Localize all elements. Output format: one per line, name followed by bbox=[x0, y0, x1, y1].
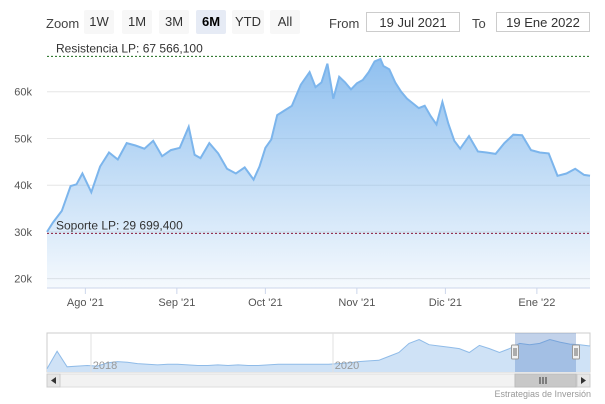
y-tick-label: 60k bbox=[14, 87, 32, 99]
zoom-all-button[interactable]: All bbox=[270, 10, 300, 34]
from-label: From bbox=[329, 16, 360, 31]
x-tick-label: Dic '21 bbox=[429, 297, 462, 309]
price-line bbox=[46, 57, 591, 233]
price-area bbox=[47, 59, 590, 288]
zoom-ytd-button[interactable]: YTD bbox=[232, 10, 264, 34]
navigator-handle bbox=[511, 344, 519, 360]
navigator-year-label: 2018 bbox=[93, 360, 117, 372]
support-label: Soporte LP: 29 699,400 bbox=[56, 218, 183, 232]
arrow-right-icon bbox=[581, 377, 586, 384]
y-axis: 20k 30k 40k 50k 60k bbox=[14, 87, 32, 286]
y-tick-label: 20k bbox=[14, 274, 32, 286]
to-label: To bbox=[472, 16, 486, 31]
arrow-left-icon bbox=[51, 377, 56, 384]
zoom-3m-button[interactable]: 3M bbox=[159, 10, 189, 34]
x-tick-label: Oct '21 bbox=[248, 297, 283, 309]
x-axis: Ago '21 Sep '21 Oct '21 Nov '21 Dic '21 Ene '… bbox=[47, 287, 590, 309]
scrollbar-track bbox=[46, 373, 591, 388]
to-date-input[interactable]: 19 Ene 2022 bbox=[496, 12, 590, 32]
y-tick-label: 30k bbox=[14, 227, 32, 239]
resistance-label: Resistencia LP: 67 566,100 bbox=[56, 41, 203, 55]
x-tick-label: Ago '21 bbox=[67, 297, 104, 309]
x-tick-label: Ene '22 bbox=[518, 297, 555, 309]
navigator-handle bbox=[572, 344, 580, 360]
zoom-label: Zoom bbox=[46, 16, 80, 31]
zoom-1w-button[interactable]: 1W bbox=[84, 10, 114, 34]
navigator-line bbox=[46, 338, 591, 370]
zoom-1m-button[interactable]: 1M bbox=[122, 10, 152, 34]
navigator-area bbox=[47, 339, 590, 372]
y-tick-label: 40k bbox=[14, 180, 32, 192]
y-tick-label: 50k bbox=[14, 133, 32, 145]
x-tick-label: Sep '21 bbox=[158, 297, 195, 309]
from-date-input[interactable]: 19 Jul 2021 bbox=[366, 12, 460, 32]
navigator[interactable]: 2018 2020 bbox=[46, 332, 591, 388]
navigator-year-label: 2020 bbox=[335, 360, 359, 372]
navigator-selection bbox=[515, 333, 576, 372]
zoom-6m-button[interactable]: 6M bbox=[196, 10, 226, 34]
x-tick-label: Nov '21 bbox=[338, 297, 375, 309]
credits-text: Estrategias de Inversión bbox=[494, 389, 591, 399]
